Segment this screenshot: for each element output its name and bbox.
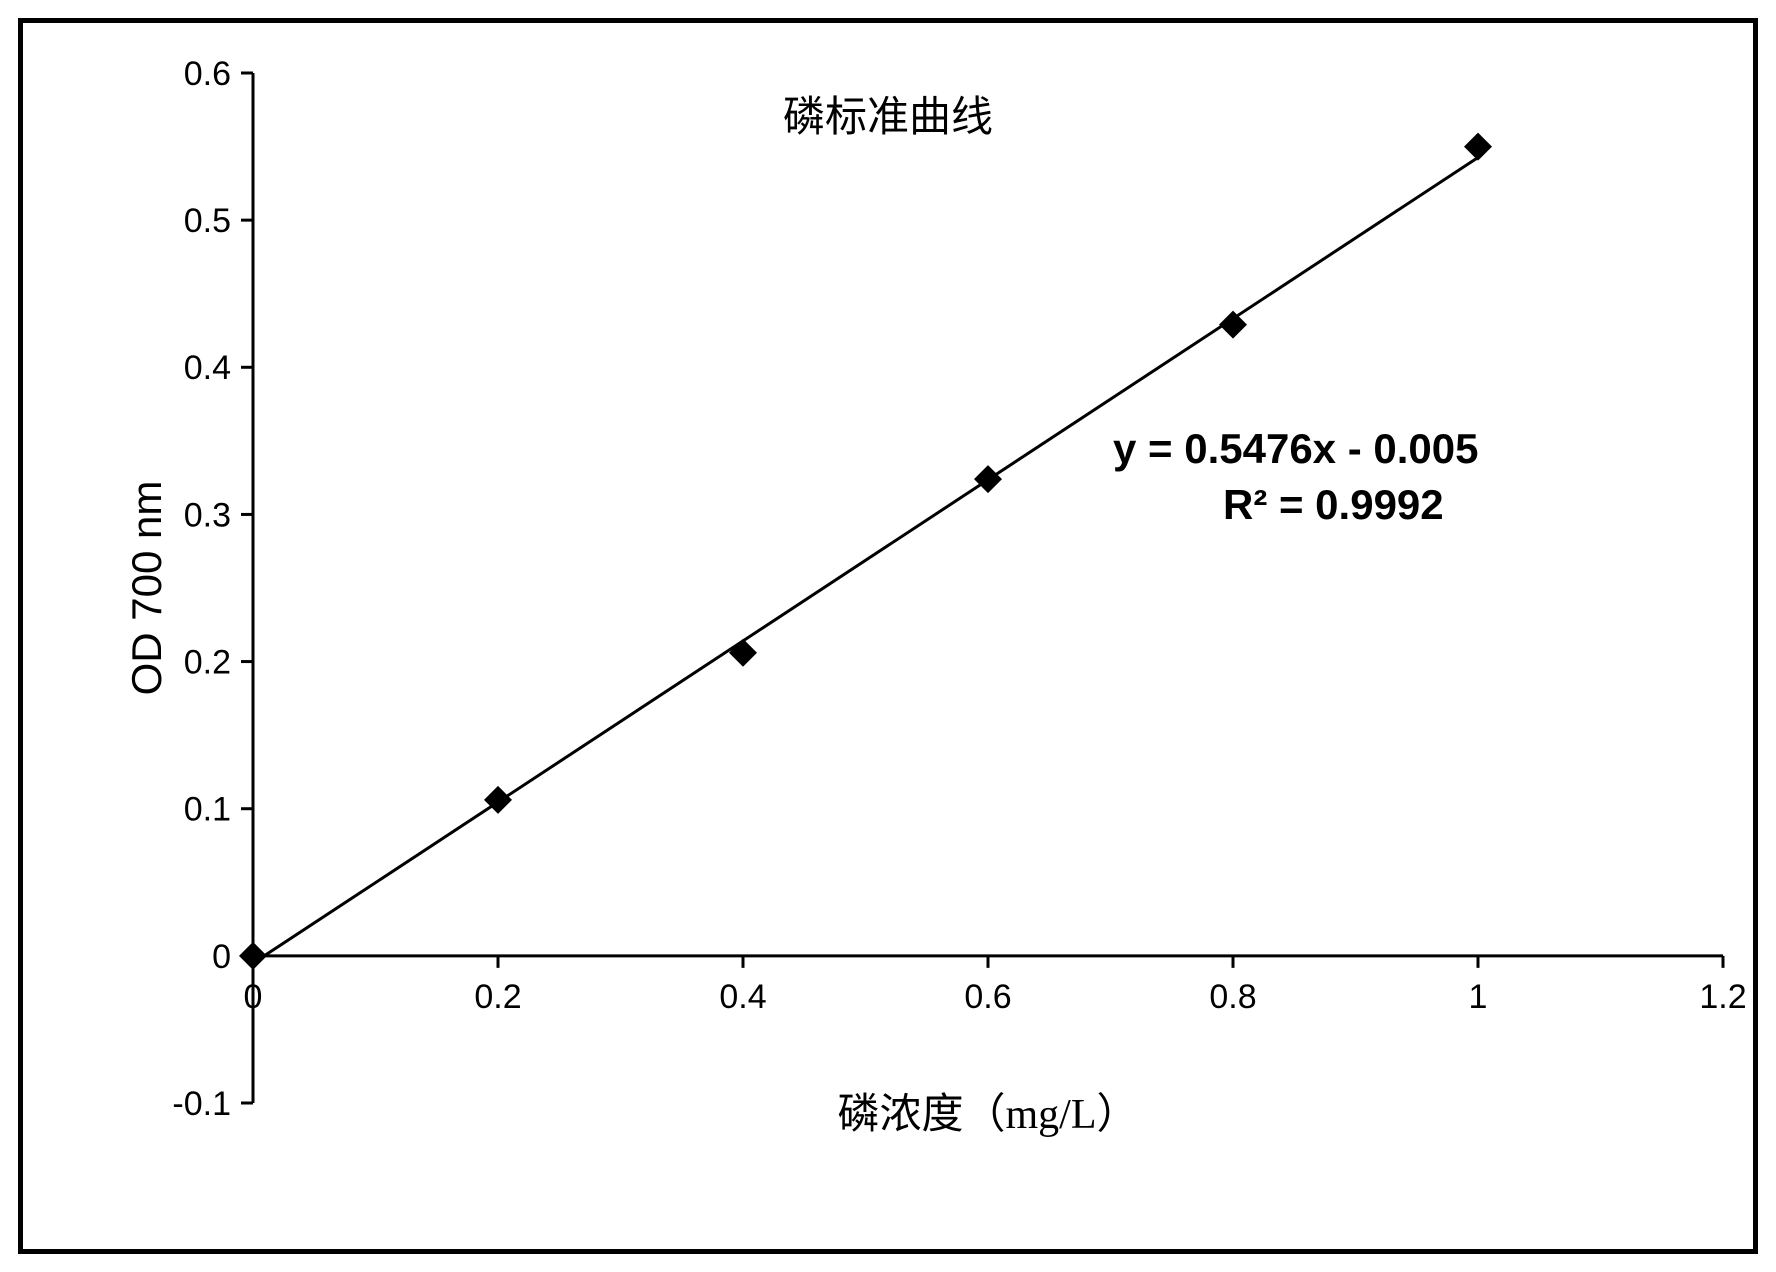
x-tick-label: 1.2 <box>1699 978 1746 1016</box>
x-tick-label: 0.4 <box>719 978 766 1016</box>
x-tick-label: 1 <box>1469 978 1488 1016</box>
x-tick-label: 0.2 <box>474 978 521 1016</box>
x-tick-label: 0.6 <box>964 978 1011 1016</box>
data-point <box>974 465 1002 493</box>
equation-line-1: y = 0.5476x - 0.005 <box>1113 425 1478 472</box>
data-point <box>729 639 757 667</box>
chart-title: 磷标准曲线 <box>783 95 993 141</box>
y-axis-label: OD 700 nm <box>123 481 170 696</box>
x-tick-label: 0.8 <box>1209 978 1256 1016</box>
data-point <box>239 942 267 970</box>
trendline <box>253 157 1478 963</box>
y-tick-label: 0.1 <box>184 791 231 829</box>
equation-line-2: R² = 0.9992 <box>1223 481 1444 528</box>
page: 0 0.2 0.4 0.6 0.8 1 1.2 -0.1 0 0.1 0.2 0.3 0.4 0.5 0.6… <box>0 0 1776 1272</box>
y-tick-label: 0.5 <box>184 202 231 240</box>
data-point <box>1464 133 1492 161</box>
y-tick-label: 0.6 <box>184 55 231 93</box>
y-tick-label: 0.4 <box>184 349 231 387</box>
y-tick-label: 0.3 <box>184 496 231 534</box>
chart-frame: 0 0.2 0.4 0.6 0.8 1 1.2 -0.1 0 0.1 0.2 0.3 0.4 0.5 0.6… <box>18 18 1758 1254</box>
y-tick-label: 0.2 <box>184 643 231 681</box>
x-tick-label: 0 <box>244 978 263 1016</box>
chart-svg: 0 0.2 0.4 0.6 0.8 1 1.2 -0.1 0 0.1 0.2 0.3 0.4 0.5 0.6… <box>23 23 1763 1259</box>
y-tick-label: 0 <box>212 938 231 976</box>
data-point <box>1219 311 1247 339</box>
x-axis-label: 磷浓度（mg/L） <box>838 1092 1139 1138</box>
y-tick-label: -0.1 <box>172 1085 231 1123</box>
